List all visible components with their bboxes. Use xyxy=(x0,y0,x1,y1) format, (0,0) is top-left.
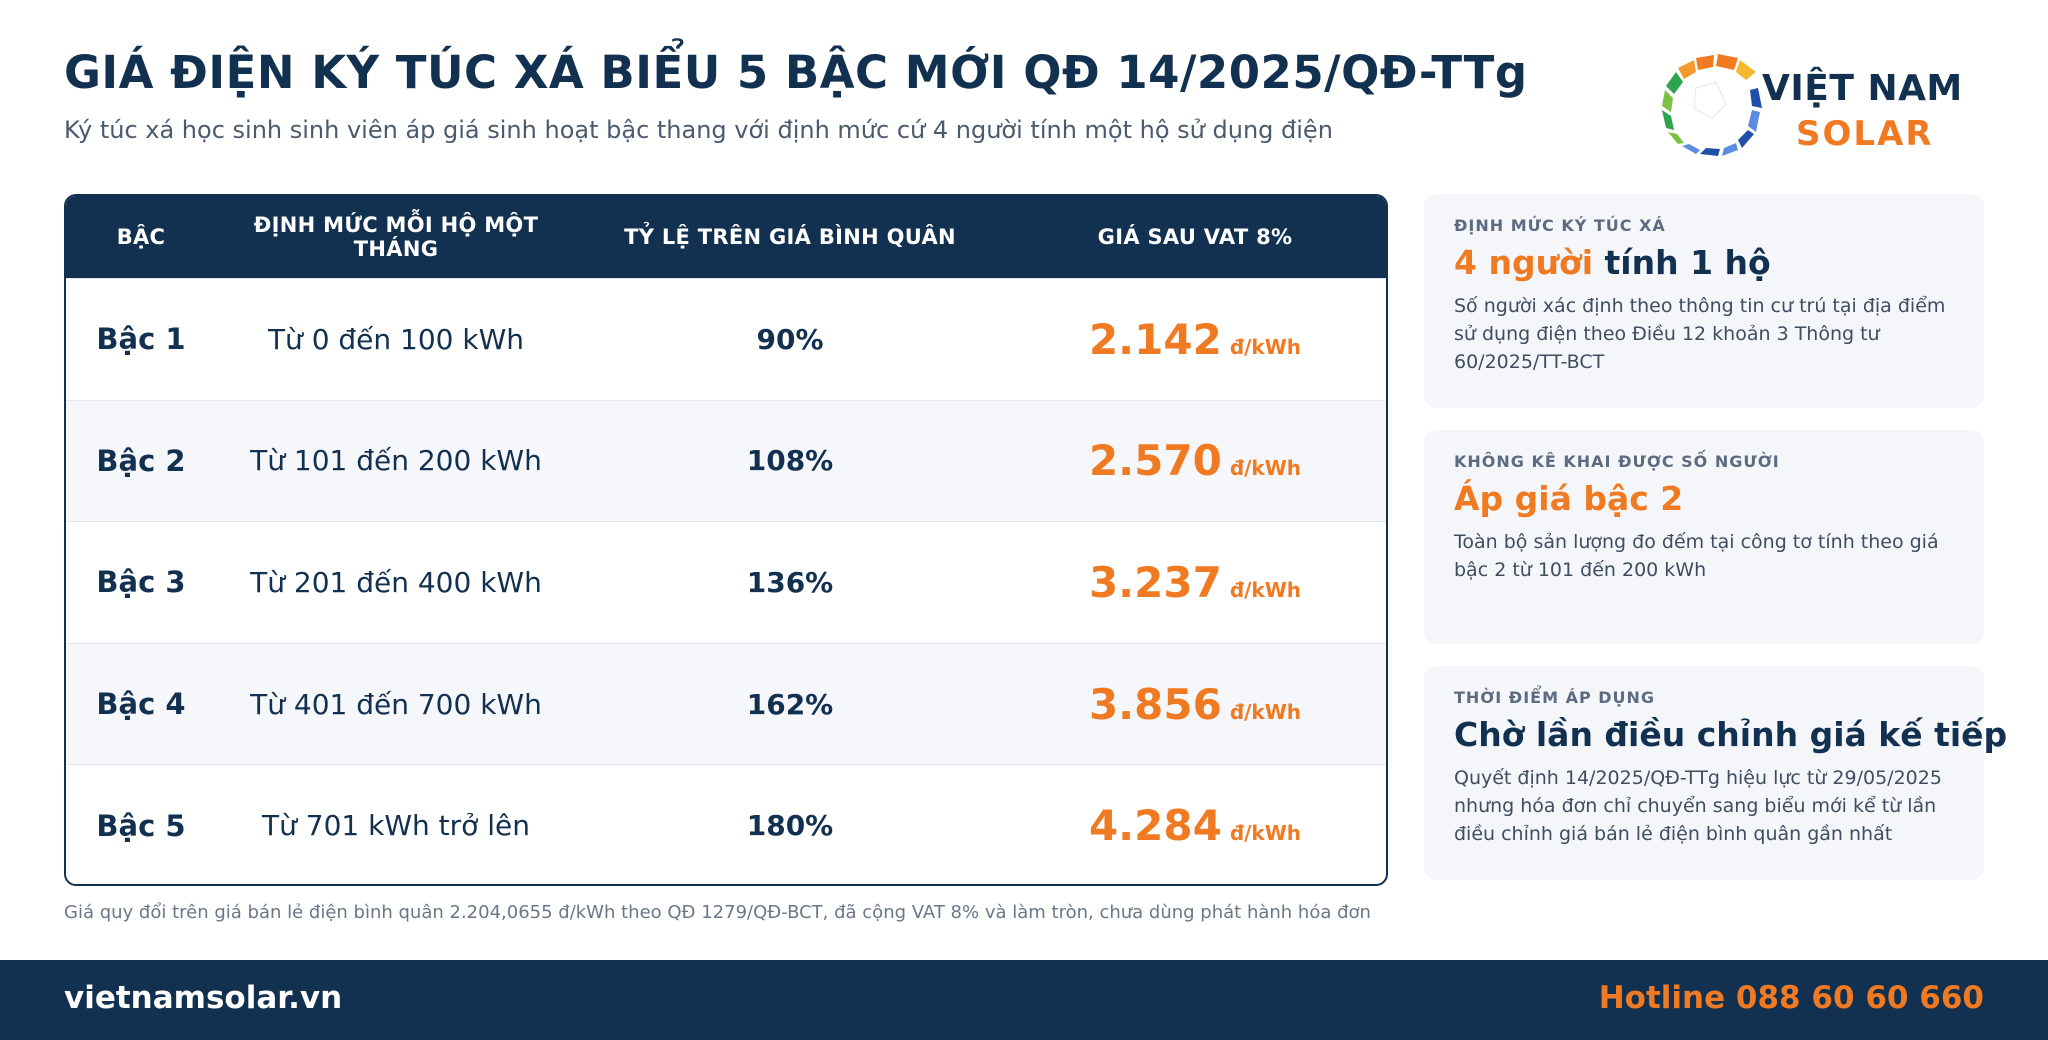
tariff-table: BẬC ĐỊNH MỨC MỖI HỘ MỘT THÁNG TỶ LỆ TRÊN… xyxy=(64,194,1388,886)
card-body: Toàn bộ sản lượng đo đếm tại công tơ tín… xyxy=(1454,531,1939,581)
footer-hotline[interactable]: Hotline 088 60 60 660 xyxy=(1598,980,1984,1016)
header-quota: ĐỊNH MỨC MỖI HỘ MỘT THÁNG xyxy=(253,213,539,261)
price-value: 4.284 xyxy=(1088,801,1222,851)
row-ratio: 108% xyxy=(746,444,834,478)
row-level: Bậc 1 xyxy=(96,322,186,357)
row-price: 2.142 đ/kWh xyxy=(1004,315,1386,364)
row-level: Bậc 3 xyxy=(96,565,186,600)
row-price: 3.237 đ/kWh xyxy=(1004,558,1386,607)
row-range: Từ 0 đến 100 kWh xyxy=(267,322,525,356)
info-card-no-declaration: KHÔNG KÊ KHAI ĐƯỢC SỐ NGƯỜI Áp giá bậc 2… xyxy=(1424,430,1984,644)
price-value: 3.856 xyxy=(1088,679,1222,729)
card-heading-accent: 4 người xyxy=(1454,243,1594,282)
table-row: Bậc 3 Từ 201 đến 400 kWh 136% 3.237 đ/kWh xyxy=(66,521,1386,643)
card-body: Quyết định 14/2025/QĐ-TTg hiệu lực từ 29… xyxy=(1454,767,1942,845)
page-subtitle: Ký túc xá học sinh sinh viên áp giá sinh… xyxy=(64,116,1333,144)
logo-wordmark-top: VIỆT NAM xyxy=(1762,68,1963,109)
price-value: 3.237 xyxy=(1088,557,1222,607)
row-price: 3.856 đ/kWh xyxy=(1004,680,1386,729)
card-heading: Áp giá bậc 2 xyxy=(1454,479,1954,518)
card-heading: Chờ lần điều chỉnh giá kế tiếp xyxy=(1454,715,2007,754)
card-label: ĐỊNH MỨC KÝ TÚC XÁ xyxy=(1454,216,1666,235)
price-unit: đ/kWh xyxy=(1229,334,1302,359)
row-price: 2.570 đ/kWh xyxy=(1004,436,1386,485)
row-ratio: 90% xyxy=(756,322,824,356)
brand-logo: VIỆT NAM SOLAR xyxy=(1656,48,1986,163)
row-price: 4.284 đ/kWh xyxy=(1004,801,1386,850)
footer-website-link[interactable]: vietnamsolar.vn xyxy=(64,980,343,1016)
table-footnote: Giá quy đổi trên giá bán lẻ điện bình qu… xyxy=(64,902,1371,923)
row-range: Từ 401 đến 700 kWh xyxy=(250,687,542,721)
price-value: 2.142 xyxy=(1088,314,1222,364)
header-level: BẬC xyxy=(116,225,166,249)
table-row: Bậc 5 Từ 701 kWh trở lên 180% 4.284 đ/kWh xyxy=(66,764,1386,884)
header-price: GIÁ SAU VAT 8% xyxy=(1097,225,1293,249)
page-title: GIÁ ĐIỆN KÝ TÚC XÁ BIỂU 5 BẬC MỚI QĐ 14/… xyxy=(64,46,1528,99)
row-ratio: 180% xyxy=(746,809,834,843)
card-body: Số người xác định theo thông tin cư trú … xyxy=(1454,295,1946,373)
footer-bar: vietnamsolar.vn Hotline 088 60 60 660 xyxy=(0,960,2048,1040)
price-unit: đ/kWh xyxy=(1229,821,1302,846)
row-range: Từ 201 đến 400 kWh xyxy=(250,565,542,599)
info-card-effective-time: THỜI ĐIỂM ÁP DỤNG Chờ lần điều chỉnh giá… xyxy=(1424,666,2007,880)
row-level: Bậc 4 xyxy=(96,687,186,722)
row-ratio: 136% xyxy=(746,565,834,599)
row-level: Bậc 5 xyxy=(96,808,186,843)
logo-wordmark-bottom: SOLAR xyxy=(1796,114,1934,154)
row-range: Từ 701 kWh trở lên xyxy=(262,809,530,843)
row-level: Bậc 2 xyxy=(96,443,186,478)
price-unit: đ/kWh xyxy=(1229,456,1302,481)
table-row: Bậc 2 Từ 101 đến 200 kWh 108% 2.570 đ/kWh xyxy=(66,399,1386,522)
row-ratio: 162% xyxy=(746,687,834,721)
card-heading: 4 người tính 1 hộ xyxy=(1454,243,1954,282)
card-heading-rest: tính 1 hộ xyxy=(1593,243,1771,282)
price-unit: đ/kWh xyxy=(1229,699,1302,724)
info-card-dorm-quota: ĐỊNH MỨC KÝ TÚC XÁ 4 người tính 1 hộ Số … xyxy=(1424,194,1984,408)
table-header-row: BẬC ĐỊNH MỨC MỖI HỘ MỘT THÁNG TỶ LỆ TRÊN… xyxy=(66,196,1386,278)
card-heading-accent: Áp giá bậc 2 xyxy=(1454,479,1684,518)
table-row: Bậc 4 Từ 401 đến 700 kWh 162% 3.856 đ/kWh xyxy=(66,642,1386,765)
solar-ring-icon xyxy=(1662,54,1762,156)
price-value: 2.570 xyxy=(1088,436,1222,486)
card-label: KHÔNG KÊ KHAI ĐƯỢC SỐ NGƯỜI xyxy=(1454,452,1780,471)
row-range: Từ 101 đến 200 kWh xyxy=(250,444,542,478)
card-heading-rest: Chờ lần điều chỉnh giá kế tiếp xyxy=(1454,715,2008,754)
price-unit: đ/kWh xyxy=(1229,577,1302,602)
table-row: Bậc 1 Từ 0 đến 100 kWh 90% 2.142 đ/kWh xyxy=(66,278,1386,400)
card-label: THỜI ĐIỂM ÁP DỤNG xyxy=(1454,688,1656,707)
header-ratio: TỶ LỆ TRÊN GIÁ BÌNH QUÂN xyxy=(624,225,956,249)
